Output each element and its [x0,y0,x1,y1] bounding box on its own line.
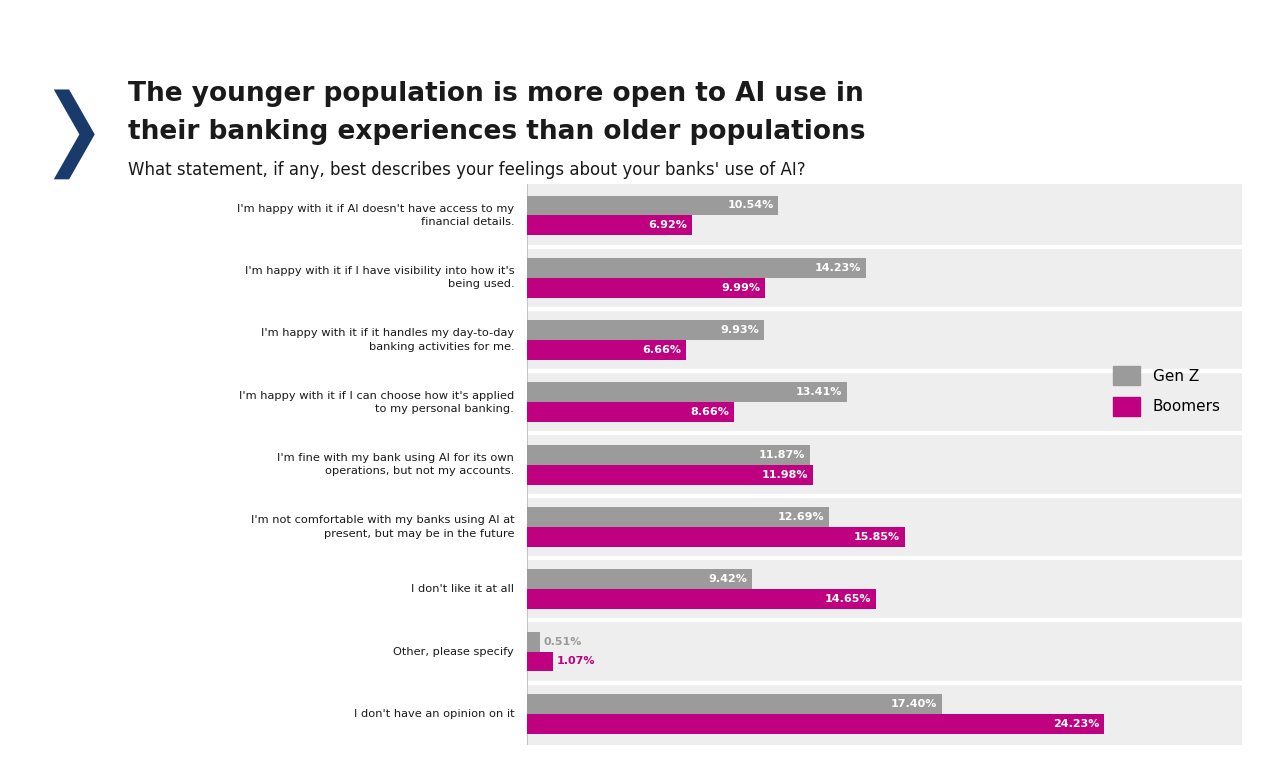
Text: 11.87%: 11.87% [759,450,805,460]
Legend: Gen Z, Boomers: Gen Z, Boomers [1107,360,1226,422]
Bar [527,507,829,527]
Text: 15.85%: 15.85% [854,532,900,542]
Bar [527,713,1105,733]
Text: 9.42%: 9.42% [708,574,746,584]
Text: 13.41%: 13.41% [795,387,842,397]
Text: 12.69%: 12.69% [778,512,824,522]
Text: Other, please specify: Other, please specify [393,647,515,657]
Bar [527,320,764,340]
Bar [527,196,778,216]
Text: 9.93%: 9.93% [721,325,759,335]
Polygon shape [54,90,95,180]
Text: 11.98%: 11.98% [762,469,808,479]
Bar [527,651,553,671]
Text: I'm happy with it if I have visibility into how it's
being used.: I'm happy with it if I have visibility i… [244,266,515,290]
Text: 6.66%: 6.66% [643,345,681,355]
Text: 17.40%: 17.40% [891,699,937,709]
Text: 10.54%: 10.54% [727,200,773,210]
Text: I don't have an opinion on it: I don't have an opinion on it [353,709,515,719]
Text: 6.92%: 6.92% [649,220,687,230]
Text: 9.99%: 9.99% [722,283,760,293]
Text: GFT: GFT [1140,42,1183,61]
Bar [527,278,765,298]
Text: 8.66%: 8.66% [690,407,728,417]
Text: The younger population is more open to AI use in: The younger population is more open to A… [128,81,864,107]
Text: I'm happy with it if it handles my day-to-day
banking activities for me.: I'm happy with it if it handles my day-t… [261,329,515,352]
Text: their banking experiences than older populations: their banking experiences than older pop… [128,119,865,145]
Text: I'm fine with my bank using AI for its own
operations, but not my accounts.: I'm fine with my bank using AI for its o… [278,453,515,476]
Bar [1215,38,1240,66]
Bar [527,631,539,651]
Text: I'm not comfortable with my banks using AI at
present, but may be in the future: I'm not comfortable with my banks using … [251,515,515,538]
Bar [527,258,867,278]
Bar [527,465,813,485]
Bar [527,694,942,713]
Bar [527,216,692,236]
Bar [527,340,686,360]
Text: 14.65%: 14.65% [824,594,872,604]
Text: I don't like it at all: I don't like it at all [411,584,515,594]
Bar [527,527,905,547]
Text: What statement, if any, best describes your feelings about your banks' use of AI: What statement, if any, best describes y… [128,161,805,179]
Text: 14.23%: 14.23% [815,263,861,273]
Text: 0.51%: 0.51% [543,637,581,647]
Bar [527,402,733,422]
Bar [527,589,876,609]
Bar [527,445,810,465]
Text: I'm happy with it if AI doesn't have access to my
financial details.: I'm happy with it if AI doesn't have acc… [237,204,515,227]
Text: 1.07%: 1.07% [557,657,595,667]
Text: 24.23%: 24.23% [1053,719,1100,729]
Text: I'm happy with it if I can choose how it's applied
to my personal banking.: I'm happy with it if I can choose how it… [239,391,515,414]
Bar [527,569,751,589]
Bar [527,382,846,402]
